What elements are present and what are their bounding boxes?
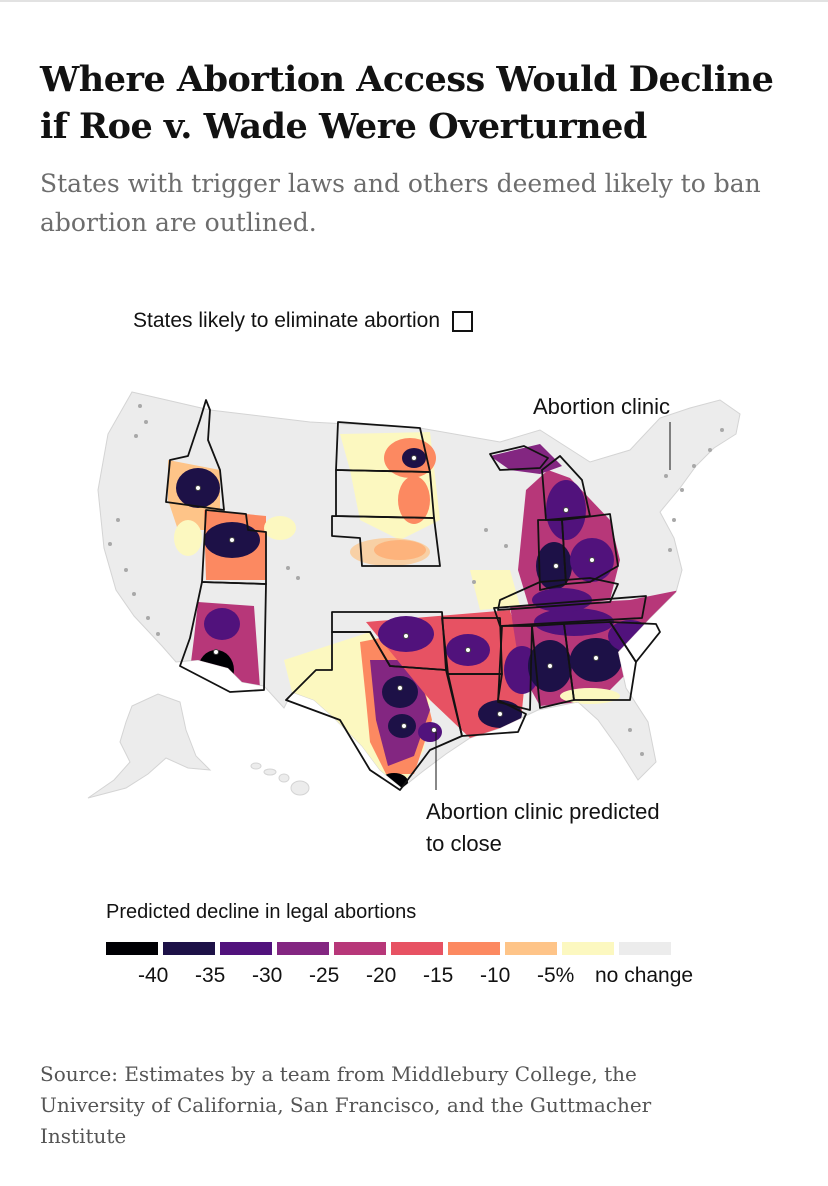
legend-label: -30: [252, 964, 283, 987]
closing-clinic-dot: [547, 663, 553, 669]
border-ohio: [561, 513, 619, 585]
clinic-dot: [680, 488, 684, 492]
legend-swatch: [277, 942, 329, 955]
heat-upper-michigan: [490, 444, 562, 474]
legend-label: -35: [195, 964, 226, 987]
border-mississippi: [497, 625, 533, 711]
heat-missouri-yellow: [470, 570, 520, 610]
clinic-dot: [720, 428, 724, 432]
clinic-dot: [144, 420, 148, 424]
clinic-dot: [146, 616, 150, 620]
border-michigan: [541, 455, 591, 521]
legend-title: Predicted decline in legal abortions: [106, 901, 417, 923]
clinic-dot: [504, 544, 508, 548]
legend-label: no change: [595, 964, 694, 987]
legend-label: -40: [138, 964, 169, 987]
border-arizona: [179, 581, 267, 693]
heat-nevada-yellow: [174, 520, 202, 556]
clinic-dot: [628, 728, 632, 732]
closing-clinic-dot: [229, 537, 235, 543]
clinic-dot: [138, 404, 142, 408]
outline-square-icon: [452, 310, 473, 332]
border-nebraska: [331, 515, 441, 567]
closing-clinic-dot: [593, 655, 599, 661]
clinic-dot: [286, 566, 290, 570]
clinic-dot: [484, 528, 488, 532]
source-note: Source: Estimates by a team from Middleb…: [40, 1062, 652, 1148]
closing-clinic-dot: [195, 485, 201, 491]
legend-swatch: [334, 942, 386, 955]
closing-clinic-dot: [589, 557, 595, 563]
clinic-dots: [108, 404, 724, 756]
legend-color-bar: [106, 942, 676, 955]
heat-texas-core-3: [418, 722, 442, 742]
heat-carolinas-core: [608, 620, 652, 652]
legend-label: -5%: [537, 964, 575, 987]
heat-sd-orange: [398, 476, 430, 524]
clinic-callout: Abortion clinic: [533, 394, 670, 419]
border-upper-michigan: [489, 445, 549, 471]
heat-kentucky-core: [532, 588, 592, 612]
legend-labels: -40 -35 -30 -25 -20 -15 -10 -5% no change: [106, 964, 746, 994]
clinic-dot: [116, 518, 120, 522]
clinic-dot: [664, 474, 668, 478]
outlined-states-key: States likely to eliminate abortion: [133, 309, 473, 333]
border-idaho: [165, 399, 225, 511]
clinic-dot: [692, 464, 696, 468]
closing-clinic-dot: [213, 649, 219, 655]
border-georgia: [563, 621, 637, 701]
legend-label: -10: [480, 964, 511, 987]
border-south-carolina: [609, 621, 661, 663]
top-divider: [0, 0, 828, 2]
legend-swatch: [505, 942, 557, 955]
legend-swatch: [448, 942, 500, 955]
chart-title: Where Abortion Access Would Decline if R…: [40, 59, 774, 147]
clinic-dot: [134, 434, 138, 438]
closing-clinic-callout: Abortion clinic predicted to close: [426, 799, 660, 856]
closing-clinic-dots: [195, 455, 599, 733]
heat-nebraska-yellow: [350, 538, 430, 566]
heat-texas-core-1: [382, 676, 418, 708]
clinic-dot: [668, 548, 672, 552]
closing-clinic-dot: [401, 723, 407, 729]
clinic-dot: [124, 568, 128, 572]
legend-swatch: [391, 942, 443, 955]
clinic-dot: [708, 448, 712, 452]
alaska-landmass: [87, 693, 212, 799]
heat-wyoming-yellow: [264, 516, 296, 540]
clinic-dot: [472, 580, 476, 584]
closing-clinic-dot: [553, 563, 559, 569]
closing-clinic-dot: [431, 727, 437, 733]
legend-swatch: [163, 942, 215, 955]
closing-clinic-dot: [497, 711, 503, 717]
legend-label: -25: [309, 964, 340, 987]
closing-clinic-dot: [397, 685, 403, 691]
closing-clinic-dot: [465, 647, 471, 653]
us-map: [87, 391, 741, 799]
outlined-states-key-label: States likely to eliminate abortion: [133, 309, 440, 332]
border-louisiana: [447, 673, 527, 737]
legend-swatch: [619, 942, 671, 955]
clinic-dot: [640, 752, 644, 756]
legend-swatch: [562, 942, 614, 955]
border-texas: [285, 631, 463, 791]
clinic-dot: [108, 542, 112, 546]
hawaii-islands: [250, 762, 310, 796]
outlined-state-borders: [165, 399, 661, 791]
clinic-dot: [672, 518, 676, 522]
border-tennessee: [493, 595, 647, 627]
clinic-dot: [132, 592, 136, 596]
closing-clinic-dot: [403, 633, 409, 639]
chart-subtitle: States with trigger laws and others deem…: [40, 169, 761, 237]
legend-label: -20: [366, 964, 397, 987]
closing-clinic-dot: [563, 507, 569, 513]
legend-swatch: [220, 942, 272, 955]
clinic-dot: [156, 632, 160, 636]
closing-clinic-dot: [411, 455, 417, 461]
clinic-dot: [296, 576, 300, 580]
legend-label: -15: [423, 964, 454, 987]
legend-swatch: [106, 942, 158, 955]
heat-arizona-core-1: [204, 608, 240, 640]
